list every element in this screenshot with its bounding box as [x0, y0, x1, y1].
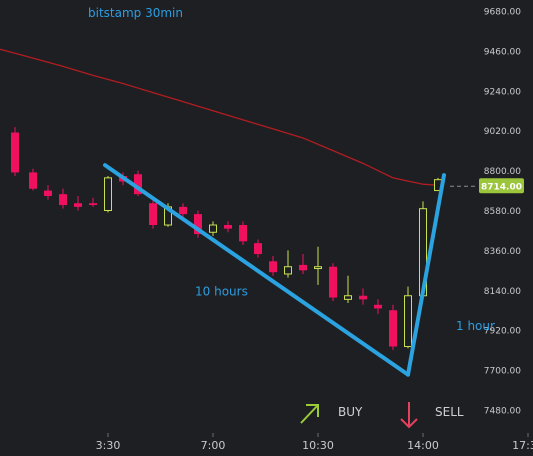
candle-body [239, 225, 247, 242]
candle-body [149, 203, 157, 226]
candle-body [179, 206, 187, 215]
y-tick-label: 9460.00 [484, 47, 521, 57]
candle [389, 304, 397, 351]
candle-body [314, 266, 322, 270]
candle-body [329, 266, 337, 298]
uptrend-line [406, 173, 446, 377]
candle-body [254, 243, 262, 255]
candle-body [299, 264, 307, 271]
y-tick-label: 8800.00 [484, 167, 521, 177]
candle-body [89, 203, 97, 206]
candle [374, 299, 382, 314]
x-tick-label: 14:00 [407, 439, 439, 452]
candle-body [29, 172, 37, 189]
annotation-label: 1 hour [456, 319, 495, 333]
candle [344, 275, 352, 303]
candle [254, 239, 262, 258]
candle [329, 263, 337, 302]
arrow-down-icon [400, 402, 418, 429]
candle [359, 288, 367, 305]
y-tick-label: 9020.00 [484, 127, 521, 137]
candle-body [404, 295, 412, 348]
y-tick-label: 9240.00 [484, 87, 521, 97]
candle [59, 188, 67, 209]
chart-title: bitstamp 30min [88, 6, 183, 20]
price-label-text: 8714.00 [481, 183, 522, 193]
price-label-bg [479, 178, 524, 194]
y-tick-label: 8580.00 [484, 207, 521, 217]
candle-body [74, 203, 82, 207]
arrow-up-right-icon [300, 404, 319, 424]
y-tick-label: 9680.00 [484, 8, 521, 18]
candle-body [344, 295, 352, 300]
candle [104, 176, 112, 213]
x-tick-label: 7:00 [201, 439, 226, 452]
candle [149, 195, 157, 229]
candle-body [224, 225, 232, 229]
candle-body [269, 261, 277, 273]
candle-body [134, 174, 142, 195]
candle [89, 197, 97, 207]
buy-button[interactable]: BUY [300, 404, 363, 424]
candle [134, 170, 142, 196]
candle-body [209, 224, 217, 233]
candle [194, 210, 202, 238]
x-tick-label: 3:30 [96, 439, 121, 452]
candle [284, 250, 292, 278]
downtrend-line [103, 163, 410, 377]
candle-body [359, 295, 367, 300]
candle-body [11, 132, 19, 173]
y-tick-label: 7920.00 [484, 327, 521, 337]
y-tick-label: 7700.00 [484, 367, 521, 377]
candle-body [374, 304, 382, 309]
candle [74, 195, 82, 211]
moving-average-line [0, 48, 442, 187]
y-tick-label: 8140.00 [484, 287, 521, 297]
x-tick-label: 10:30 [302, 439, 334, 452]
candle-body [104, 177, 112, 211]
candle [404, 286, 412, 349]
sell-label: SELL [435, 405, 464, 419]
candle-body [44, 190, 52, 196]
y-tick-label: 8360.00 [484, 247, 521, 257]
candle [299, 254, 307, 274]
candle [314, 246, 322, 285]
candle [239, 221, 247, 245]
candle-body [194, 214, 202, 235]
sell-button[interactable]: SELL [400, 402, 464, 429]
candle [269, 255, 277, 276]
y-tick-label: 7480.00 [484, 407, 521, 417]
candle [224, 221, 232, 233]
buy-label: BUY [338, 405, 363, 419]
current-price-label: 8714.00 [479, 178, 524, 194]
candle-body [284, 266, 292, 275]
candle-body [389, 310, 397, 347]
candle-body [59, 194, 67, 206]
candle [44, 185, 52, 200]
candle [179, 203, 187, 218]
annotation-label: 10 hours [195, 285, 248, 299]
candle [209, 221, 217, 236]
candle [29, 168, 37, 191]
x-tick-label: 17:30 [512, 439, 533, 452]
candle [11, 127, 19, 177]
